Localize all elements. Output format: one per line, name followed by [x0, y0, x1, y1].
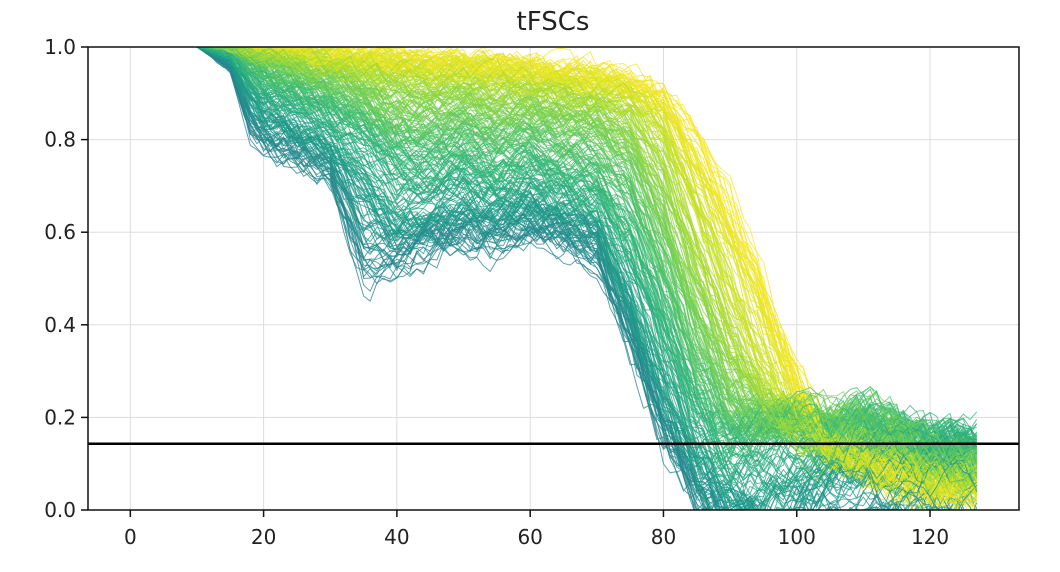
y-tick-label: 1.0 [44, 35, 76, 59]
tfsc-curve [196, 47, 978, 510]
tfsc-curve [196, 47, 978, 510]
tfsc-curve [196, 47, 977, 510]
y-tick-label: 0.8 [44, 128, 76, 152]
tfsc-curve [196, 47, 978, 479]
tfsc-curve [196, 47, 978, 510]
tfsc-curve [196, 47, 714, 510]
tfsc-curve [196, 47, 978, 510]
tfsc-curve [196, 47, 977, 457]
tfsc-curve [196, 47, 978, 488]
tfsc-curve [196, 47, 978, 461]
x-tick-label: 80 [651, 525, 676, 549]
x-tick-label: 20 [251, 525, 276, 549]
tfsc-curve [196, 47, 978, 483]
tfsc-curve [196, 47, 978, 479]
tfsc-curve [197, 47, 978, 478]
curve-bundle [196, 47, 978, 510]
y-tick-label: 0.4 [44, 313, 76, 337]
tfsc-curve [197, 47, 978, 499]
x-tick-label: 40 [384, 525, 409, 549]
x-tick-label: 0 [124, 525, 137, 549]
chart-title: tFSCs [517, 7, 590, 37]
tfsc-curve [196, 47, 707, 510]
y-tick-label: 0.0 [44, 498, 76, 522]
tfsc-curve [196, 47, 955, 510]
tfsc-curve [196, 47, 890, 510]
x-tick-label: 120 [911, 525, 949, 549]
tfsc-curve [197, 47, 978, 491]
tfsc-curve [196, 47, 705, 510]
tfsc-curve [197, 47, 977, 482]
tfsc-curve [197, 47, 977, 498]
y-tick-label: 0.2 [44, 405, 76, 429]
x-tick-label: 60 [517, 525, 542, 549]
tfsc-curve [196, 47, 977, 485]
tfsc-curve [197, 47, 978, 493]
x-tick-label: 100 [778, 525, 816, 549]
y-tick-label: 0.6 [44, 220, 76, 244]
tfsc-curve [196, 47, 977, 457]
tfsc-curve [196, 47, 933, 510]
tfsc-curve [196, 47, 749, 510]
axis-ticks: 0 20 40 60 80 100 120 0.0 0.2 0.4 0.6 0.8 1.0 [44, 35, 949, 549]
plot-frame [87, 46, 1020, 511]
tfsc-curve [197, 47, 978, 510]
